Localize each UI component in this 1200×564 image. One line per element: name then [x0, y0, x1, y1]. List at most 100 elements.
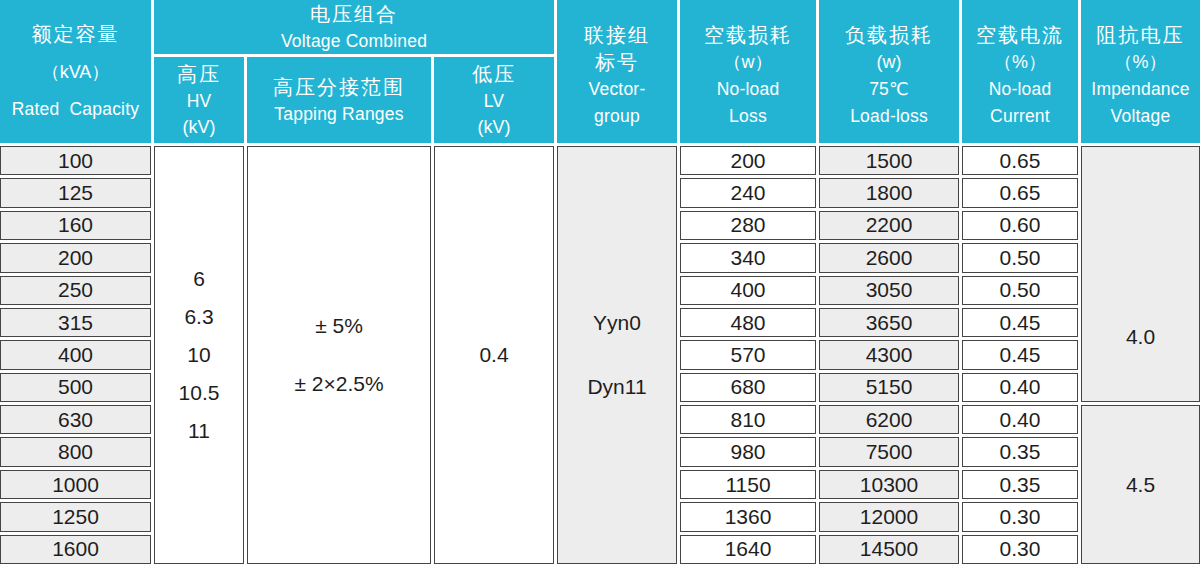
vector-group-cell: Yyn0 Dyn11 — [557, 146, 677, 564]
header-no-load-loss-unit: （w） — [724, 49, 773, 76]
hv-value: 6 — [193, 260, 205, 298]
header-lv-en: LV — [484, 88, 505, 114]
vector-group-value: Yyn0 — [593, 311, 641, 335]
no-load-loss-cell: 680 — [680, 373, 816, 402]
impedance-cell-4-0: 4.0 — [1081, 146, 1200, 402]
header-no-load-current-en2: Current — [990, 103, 1050, 130]
no-load-loss-cell: 340 — [680, 243, 816, 272]
no-load-loss-cell: 1150 — [680, 470, 816, 499]
capacity-cell: 125 — [0, 178, 151, 207]
header-rated-capacity-unit: （kVA） — [42, 59, 110, 85]
capacity-cell: 800 — [0, 437, 151, 466]
no-load-loss-cell: 980 — [680, 437, 816, 466]
no-load-loss-cell: 1360 — [680, 502, 816, 531]
header-load-loss-temp: 75℃ — [869, 76, 909, 103]
header-impedance-en2: Voltage — [1111, 103, 1171, 130]
header-vector-group: 联接组 标号 Vector- group — [557, 0, 677, 143]
header-hv: 高压 HV (kV) — [154, 57, 244, 143]
capacity-cell: 315 — [0, 308, 151, 337]
no-load-loss-cell: 280 — [680, 211, 816, 240]
hv-value: 10 — [187, 336, 210, 374]
header-vector-group-en1: Vector- — [589, 76, 646, 103]
load-loss-cell: 14500 — [819, 535, 959, 564]
load-loss-cell: 12000 — [819, 502, 959, 531]
header-impedance-unit: （%） — [1114, 49, 1166, 76]
no-load-current-cell: 0.35 — [962, 470, 1078, 499]
no-load-loss-cell: 1640 — [680, 535, 816, 564]
header-rated-capacity-zh: 额定容量 — [32, 21, 120, 48]
header-hv-en: HV — [187, 88, 212, 114]
header-voltage-combined: 电压组合 Voltage Combined — [154, 0, 554, 54]
header-load-loss-en: Load-loss — [850, 103, 928, 130]
no-load-current-cell: 0.50 — [962, 243, 1078, 272]
header-impedance-zh: 阻抗电压 — [1097, 22, 1185, 49]
no-load-loss-cell: 570 — [680, 340, 816, 369]
load-loss-cell: 6200 — [819, 405, 959, 434]
header-load-loss-unit: (w) — [877, 49, 902, 76]
load-loss-cell: 5150 — [819, 373, 959, 402]
capacity-cell: 1250 — [0, 502, 151, 531]
capacity-cell: 200 — [0, 243, 151, 272]
no-load-loss-cell: 200 — [680, 146, 816, 175]
header-hv-unit: (kV) — [183, 114, 216, 140]
header-lv-unit: (kV) — [478, 114, 511, 140]
no-load-current-cell: 0.65 — [962, 178, 1078, 207]
no-load-current-cell: 0.50 — [962, 276, 1078, 305]
no-load-current-cell: 0.30 — [962, 535, 1078, 564]
capacity-cell: 250 — [0, 276, 151, 305]
header-impedance-en1: Impendance — [1091, 76, 1189, 103]
capacity-cell: 630 — [0, 405, 151, 434]
no-load-current-cell: 0.45 — [962, 340, 1078, 369]
capacity-cell: 400 — [0, 340, 151, 369]
header-rated-capacity: 额定容量 （kVA） Rated Capacity — [0, 0, 151, 143]
hv-values-cell: 6 6.3 10 10.5 11 — [154, 146, 244, 564]
header-hv-zh: 高压 — [177, 61, 221, 88]
capacity-cell: 500 — [0, 373, 151, 402]
tapping-value: ± 2×2.5% — [294, 372, 383, 396]
header-vector-group-en2: group — [594, 103, 640, 130]
load-loss-cell: 1800 — [819, 178, 959, 207]
vector-group-value: Dyn11 — [587, 375, 646, 399]
header-vector-group-zh1: 联接组 — [584, 22, 650, 49]
no-load-current-cell: 0.40 — [962, 373, 1078, 402]
header-voltage-combined-en: Voltage Combined — [281, 28, 427, 54]
load-loss-cell: 1500 — [819, 146, 959, 175]
load-loss-cell: 10300 — [819, 470, 959, 499]
header-load-loss: 负载损耗 (w) 75℃ Load-loss — [819, 0, 959, 143]
no-load-current-cell: 0.35 — [962, 437, 1078, 466]
header-no-load-loss-zh: 空载损耗 — [704, 22, 792, 49]
hv-value: 11 — [188, 412, 210, 450]
no-load-current-cell: 0.60 — [962, 211, 1078, 240]
no-load-current-cell: 0.65 — [962, 146, 1078, 175]
lv-value-cell: 0.4 — [434, 146, 554, 564]
header-no-load-loss: 空载损耗 （w） No-load Loss — [680, 0, 816, 143]
header-rated-capacity-en: Rated Capacity — [12, 96, 139, 122]
header-load-loss-zh: 负载损耗 — [845, 22, 933, 49]
load-loss-cell: 2200 — [819, 211, 959, 240]
load-loss-cell: 7500 — [819, 437, 959, 466]
impedance-cell-4-5: 4.5 — [1081, 405, 1200, 564]
header-lv: 低压 LV (kV) — [434, 57, 554, 143]
header-no-load-current-en1: No-load — [989, 76, 1052, 103]
no-load-loss-cell: 400 — [680, 276, 816, 305]
no-load-current-cell: 0.40 — [962, 405, 1078, 434]
no-load-current-cell: 0.45 — [962, 308, 1078, 337]
load-loss-cell: 2600 — [819, 243, 959, 272]
header-no-load-loss-en1: No-load — [717, 76, 780, 103]
transformer-spec-table: 额定容量 （kVA） Rated Capacity 电压组合 Voltage C… — [0, 0, 1200, 564]
hv-value: 6.3 — [184, 298, 213, 336]
load-loss-cell: 3650 — [819, 308, 959, 337]
capacity-cell: 160 — [0, 211, 151, 240]
header-no-load-current-unit: （%） — [994, 49, 1046, 76]
header-lv-zh: 低压 — [472, 61, 516, 88]
capacity-cell: 1000 — [0, 470, 151, 499]
load-loss-cell: 4300 — [819, 340, 959, 369]
capacity-cell: 100 — [0, 146, 151, 175]
header-impedance-voltage: 阻抗电压 （%） Impendance Voltage — [1081, 0, 1200, 143]
hv-value: 10.5 — [179, 374, 220, 412]
no-load-loss-cell: 240 — [680, 178, 816, 207]
capacity-cell: 1600 — [0, 535, 151, 564]
load-loss-cell: 3050 — [819, 276, 959, 305]
header-vector-group-zh2: 标号 — [595, 49, 639, 76]
header-no-load-current: 空载电流 （%） No-load Current — [962, 0, 1078, 143]
